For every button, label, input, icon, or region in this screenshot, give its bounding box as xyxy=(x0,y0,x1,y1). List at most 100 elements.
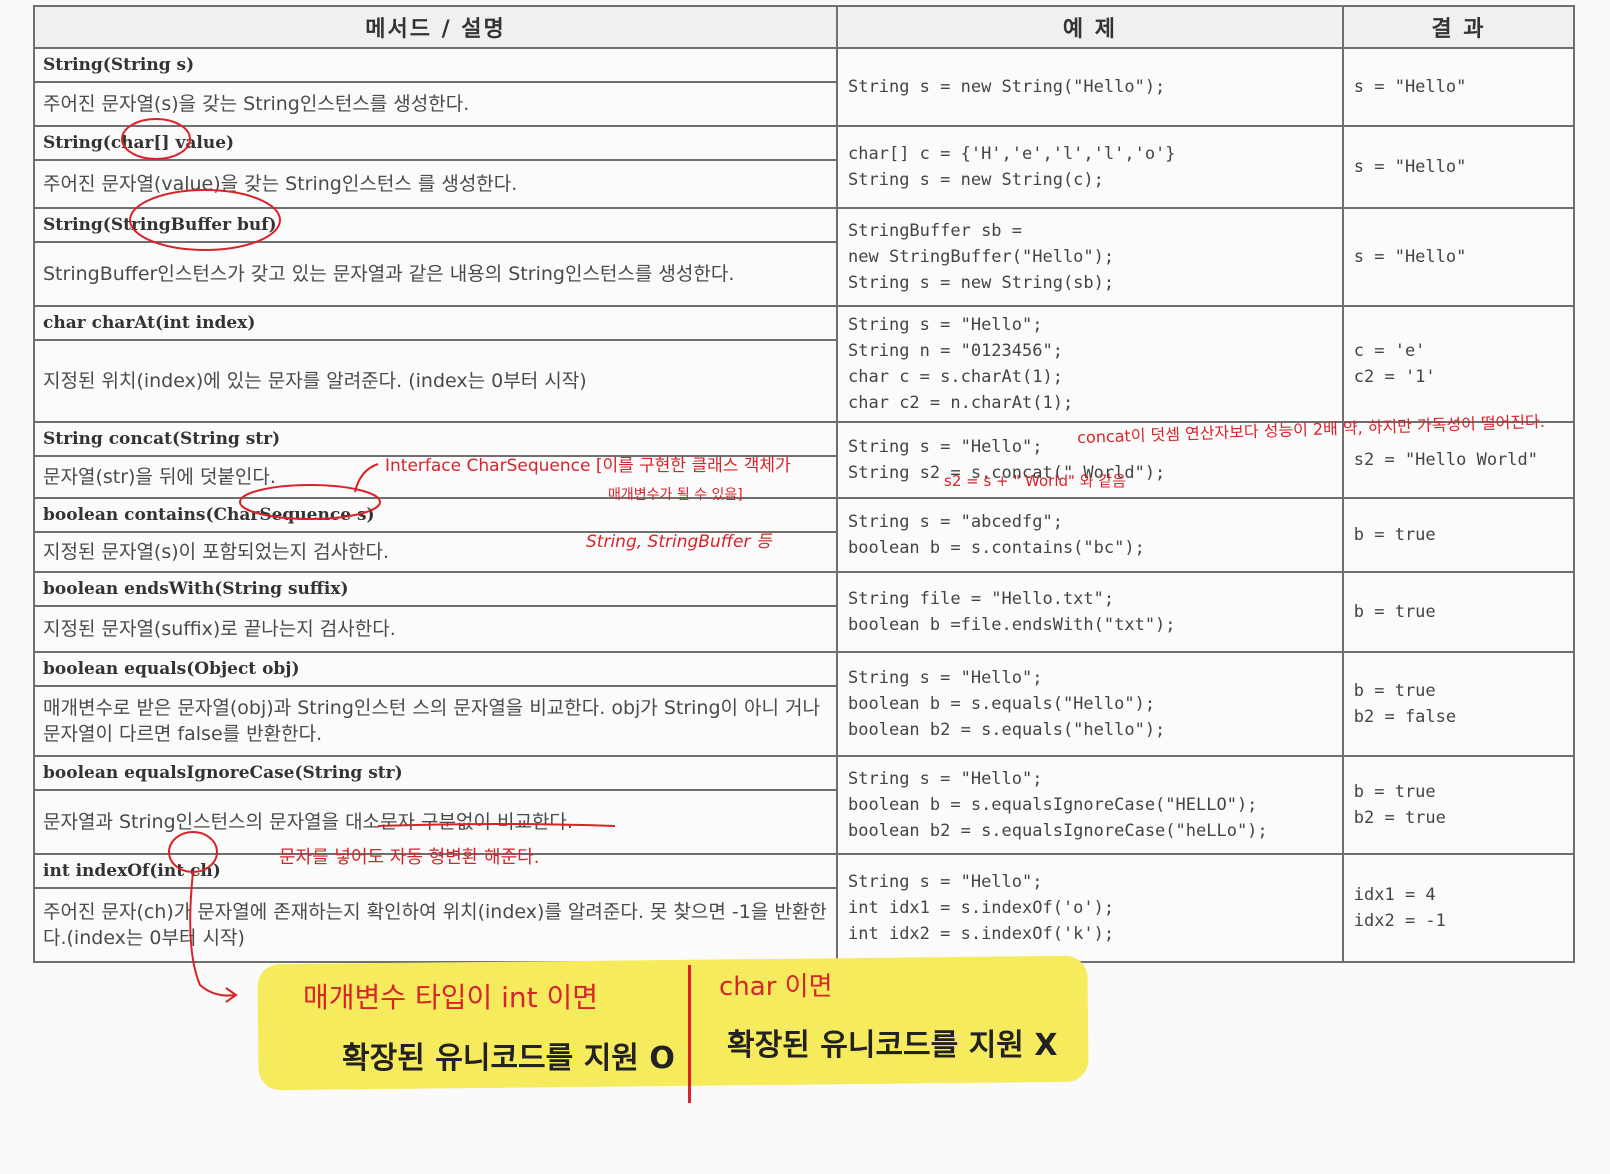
table-row: boolean equals(Object obj) 매개변수로 받은 문자열(o… xyxy=(32,651,1576,757)
method-description: 지정된 문자열(s)이 포함되었는지 검사한다. xyxy=(43,541,390,563)
example-cell: String s = "Hello"; boolean b = s.equalsI… xyxy=(836,755,1344,855)
result-line: s2 = "Hello World" xyxy=(1353,450,1538,470)
method-cell: String(String s) 주어진 문자열(s)을 갖는 String인스턴… xyxy=(32,47,839,127)
example-line: int idx1 = s.indexOf('o'); xyxy=(848,898,1115,918)
result-line: b2 = true xyxy=(1353,808,1446,828)
header-method: 메서드 / 설명 xyxy=(32,5,839,49)
string-method-table: 메서드 / 설명 예 제 결 과 String(String s) 주어진 문자열… xyxy=(32,5,1576,963)
method-cell: boolean contains(CharSequence s) 지정된 문자열(… xyxy=(32,497,839,573)
method-signature: String concat(String str) xyxy=(35,423,837,457)
table-row: boolean contains(CharSequence s) 지정된 문자열(… xyxy=(32,497,1576,573)
interface-note: Interface CharSequence [이를 구현한 클래스 객체가 xyxy=(385,456,791,476)
table-row: String(String s) 주어진 문자열(s)을 갖는 String인스턴… xyxy=(32,47,1576,127)
result-line: b2 = false xyxy=(1353,707,1457,727)
table-row: String concat(String str) 문자열(str)을 뒤에 덧붙… xyxy=(32,421,1576,499)
result-cell: s = "Hello" xyxy=(1341,207,1576,307)
example-line: char c2 = n.charAt(1); xyxy=(848,393,1074,413)
result-cell: b = true b2 = true xyxy=(1341,755,1576,855)
result-line: b = true xyxy=(1353,525,1436,545)
table-row: boolean endsWith(String suffix) 지정된 문자열(s… xyxy=(32,571,1576,653)
example-line: boolean b = s.contains("bc"); xyxy=(848,538,1145,558)
method-description: 주어진 문자(ch)가 문자열에 존재하는지 확인하여 위치(index)를 알… xyxy=(43,901,827,949)
method-signature: boolean equalsIgnoreCase(String str) xyxy=(35,757,837,791)
example-cell: String file = "Hello.txt"; boolean b =fil… xyxy=(836,571,1344,653)
example-cell: String s = "Hello"; int idx1 = s.indexOf(… xyxy=(836,853,1344,963)
arrow-head xyxy=(225,987,238,1003)
int-param-title: 매개변수 타입이 int 이면 xyxy=(303,981,599,1014)
example-line: boolean b2 = s.equals("hello"); xyxy=(848,720,1166,740)
autocast-note: 문자를 넣어도 자동 형변환 해준다. xyxy=(279,847,540,868)
example-line: char[] c = {'H','e','l','l','o'} xyxy=(848,144,1176,164)
example-line: String n = "0123456"; xyxy=(848,341,1063,361)
example-cell: String s = "abcedfg"; boolean b = s.conta… xyxy=(836,497,1344,573)
result-cell: s = "Hello" xyxy=(1341,47,1576,127)
char-param-title: char 이면 xyxy=(719,972,833,1002)
example-line: String s = "Hello"; xyxy=(848,769,1043,789)
result-cell: c = 'e' c2 = '1' xyxy=(1341,305,1576,423)
table-row: String(StringBuffer buf) StringBuffer인스턴스… xyxy=(32,207,1576,307)
table-header-row: 메서드 / 설명 예 제 결 과 xyxy=(32,5,1576,49)
implementors-note: String, StringBuffer 등 xyxy=(586,532,772,552)
method-cell: int indexOf(int ch) 주어진 문자(ch)가 문자열에 존재하는… xyxy=(32,853,839,963)
method-cell: boolean equalsIgnoreCase(String str) 문자열과… xyxy=(32,755,839,855)
example-line: String s = new String("Hello"); xyxy=(848,77,1166,97)
method-description: 지정된 위치(index)에 있는 문자를 알려준다. (index는 0부터 … xyxy=(43,370,587,392)
method-description: 주어진 문자열(s)을 갖는 String인스턴스를 생성한다. xyxy=(43,93,470,115)
example-line: boolean b2 = s.equalsIgnoreCase("heLLo")… xyxy=(848,821,1268,841)
concat-equivalent-note: s2 = s + " World" 와 같음 xyxy=(944,472,1126,490)
result-line: s = "Hello" xyxy=(1353,77,1467,97)
example-cell: String s = "Hello"; boolean b = s.equals(… xyxy=(836,651,1344,757)
method-signature: char charAt(int index) xyxy=(35,307,837,341)
table-row: char charAt(int index) 지정된 위치(index)에 있는 … xyxy=(32,305,1576,423)
example-cell: String s = new String("Hello"); xyxy=(836,47,1344,127)
char-param-body: 확장된 유니코드를 지원 X xyxy=(727,1028,1058,1063)
header-example: 예 제 xyxy=(836,5,1344,49)
result-cell: s = "Hello" xyxy=(1341,125,1576,209)
table-row: int indexOf(int ch) 주어진 문자(ch)가 문자열에 존재하는… xyxy=(32,853,1576,963)
example-line: new StringBuffer("Hello"); xyxy=(848,247,1115,267)
method-description: 주어진 문자열(value)을 갖는 String인스턴스 를 생성한다. xyxy=(43,173,518,195)
method-description: 문자열과 String인스턴스의 문자열을 대소문자 구분없이 비교한다. xyxy=(43,811,573,833)
method-cell: boolean equals(Object obj) 매개변수로 받은 문자열(o… xyxy=(32,651,839,757)
result-cell: b = true xyxy=(1341,497,1576,573)
result-line: b = true xyxy=(1353,602,1436,622)
example-line: boolean b = s.equalsIgnoreCase("HELLO"); xyxy=(848,795,1258,815)
method-cell: String concat(String str) 문자열(str)을 뒤에 덧붙… xyxy=(32,421,839,499)
method-cell: String(char[] value) 주어진 문자열(value)을 갖는 S… xyxy=(32,125,839,209)
example-cell: char[] c = {'H','e','l','l','o'} String s… xyxy=(836,125,1344,209)
example-line: String s = "abcedfg"; xyxy=(848,512,1063,532)
header-result: 결 과 xyxy=(1341,5,1576,49)
method-cell: String(StringBuffer buf) StringBuffer인스턴스… xyxy=(32,207,839,307)
example-line: StringBuffer sb = xyxy=(848,221,1023,241)
result-cell: b = true b2 = false xyxy=(1341,651,1576,757)
example-line: String file = "Hello.txt"; xyxy=(848,589,1115,609)
table-row: String(char[] value) 주어진 문자열(value)을 갖는 S… xyxy=(32,125,1576,209)
example-line: boolean b = s.equals("Hello"); xyxy=(848,694,1156,714)
method-signature: boolean endsWith(String suffix) xyxy=(35,573,837,607)
result-line: s = "Hello" xyxy=(1353,247,1467,267)
method-signature: String(char[] value) xyxy=(35,127,837,161)
example-line: String s = new String(c); xyxy=(848,170,1104,190)
example-line: char c = s.charAt(1); xyxy=(848,367,1063,387)
result-line: s = "Hello" xyxy=(1353,157,1467,177)
example-line: String s = new String(sb); xyxy=(848,273,1115,293)
table-row: boolean equalsIgnoreCase(String str) 문자열과… xyxy=(32,755,1576,855)
example-line: String s = "Hello"; xyxy=(848,437,1043,457)
method-description: StringBuffer인스턴스가 갖고 있는 문자열과 같은 내용의 Stri… xyxy=(43,263,735,285)
method-signature: String(String s) xyxy=(35,49,837,83)
result-line: idx1 = 4 xyxy=(1353,885,1436,905)
result-line: b = true xyxy=(1353,681,1436,701)
example-line: String s = "Hello"; xyxy=(848,872,1043,892)
example-cell: String s = "Hello"; String n = "0123456";… xyxy=(836,305,1344,423)
result-cell: idx1 = 4 idx2 = -1 xyxy=(1341,853,1576,963)
result-line: c = 'e' xyxy=(1353,341,1426,361)
method-signature: boolean equals(Object obj) xyxy=(35,653,837,687)
method-cell: boolean endsWith(String suffix) 지정된 문자열(s… xyxy=(32,571,839,653)
method-description: 매개변수로 받은 문자열(obj)과 String인스턴 스의 문자열을 비교한… xyxy=(43,697,820,745)
method-description: 문자열(str)을 뒤에 덧붙인다. xyxy=(43,466,276,488)
method-description: 지정된 문자열(suffix)로 끝나는지 검사한다. xyxy=(43,618,396,640)
example-line: String s = "Hello"; xyxy=(848,668,1043,688)
example-line: boolean b =file.endsWith("txt"); xyxy=(848,615,1176,635)
result-cell: b = true xyxy=(1341,571,1576,653)
